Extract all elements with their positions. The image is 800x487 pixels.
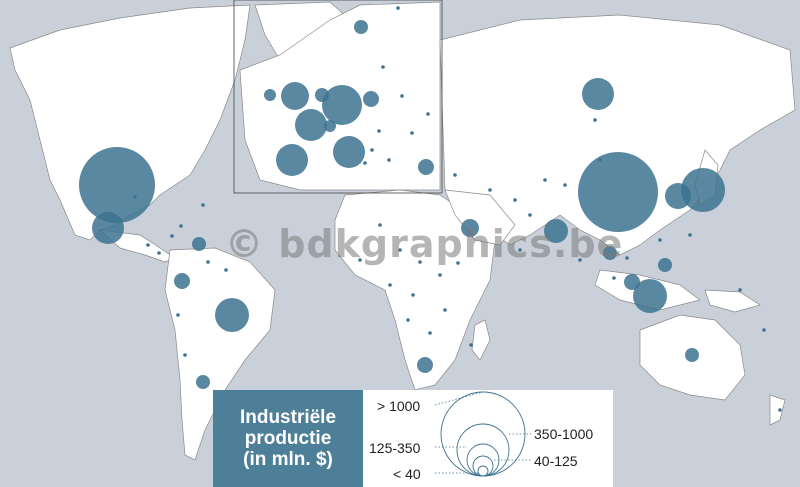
bubble-usa: [79, 147, 155, 223]
bubble-ireland: [264, 89, 276, 101]
bubble-spain: [276, 144, 308, 176]
new-zealand: [769, 394, 786, 426]
legend-title-line-1: Industriële: [239, 407, 337, 428]
bubble-germany: [322, 85, 362, 125]
bubble-malaysia: [624, 274, 640, 290]
legend-title-line-2: productie: [244, 428, 332, 449]
bubble-indonesia: [633, 279, 667, 313]
bubble-uk: [281, 82, 309, 110]
bubble-india: [544, 219, 568, 243]
legend-circle-350-1000: [456, 423, 510, 477]
bubble-mexico: [92, 212, 124, 244]
legend: > 1000 350-1000 125-350 40-125 < 40: [363, 390, 613, 487]
south-america: [164, 247, 276, 461]
papua: [704, 289, 761, 313]
legend-label-350-1000: 350-1000: [534, 426, 594, 442]
bubble-russia: [582, 78, 614, 110]
legend-title-line-3: (in mln. $): [243, 449, 333, 470]
bubble-south-africa: [417, 357, 433, 373]
europe-inset-frame: [233, 0, 443, 194]
land-masses: [9, 1, 796, 461]
legend-circle-lt40: [477, 465, 489, 477]
bubble-japan: [681, 168, 725, 212]
watermark: © bdkgraphics.be: [225, 222, 624, 266]
bubble-china: [578, 152, 658, 232]
bubble-colombia: [174, 273, 190, 289]
legend-circles: [434, 391, 531, 477]
bubble-saudi-arabia: [461, 219, 479, 237]
bubble-thailand: [603, 246, 617, 260]
bubble-korea: [665, 183, 691, 209]
north-america: [9, 4, 251, 241]
bubble-philippines: [658, 258, 672, 272]
legend-label-gt1000: > 1000: [377, 398, 421, 414]
arabia: [444, 189, 516, 246]
bubble-switzerland: [324, 120, 336, 132]
bubble-poland: [363, 91, 379, 107]
bubble-argentina: [196, 375, 210, 389]
bubble-australia: [685, 348, 699, 362]
legend-title: Industriële productie (in mln. $): [213, 390, 363, 487]
bubble-turkey: [418, 159, 434, 175]
legend-label-40-125: 40-125: [534, 453, 578, 469]
production-bubbles: [79, 20, 725, 389]
small-producer-dots: [133, 6, 782, 412]
legend-circle-1000: [440, 391, 526, 477]
bubble-sweden: [354, 20, 368, 34]
bubble-italy: [333, 136, 365, 168]
bubble-brazil: [215, 298, 249, 332]
bubble-venezuela: [192, 237, 206, 251]
bubble-netherlands: [315, 88, 329, 102]
legend-label-125-350: 125-350: [369, 440, 421, 456]
bubble-france: [295, 109, 327, 141]
legend-label-lt40: < 40: [393, 466, 421, 482]
